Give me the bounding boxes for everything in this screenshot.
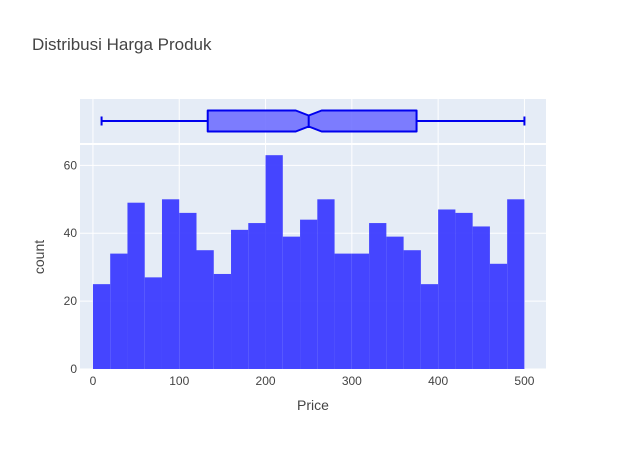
histogram-bar [369,223,387,369]
histogram-bar [144,277,162,369]
y-tick-label: 20 [64,294,78,308]
histogram-bar [300,219,318,369]
histogram-bar [92,284,111,369]
histogram-bar [248,223,266,369]
histogram-bar [231,229,249,369]
y-axis-ticks: 0 20 40 60 [64,158,78,376]
histogram-bar [179,212,197,369]
histogram-bar [455,212,473,369]
x-tick-label: 200 [256,374,276,388]
box-body [206,109,418,133]
histogram-bar [489,263,508,369]
histogram-bar [438,209,456,369]
histogram-bar [403,250,421,369]
x-tick-label: 300 [342,374,362,388]
histogram-bar [196,250,214,369]
y-tick-label: 0 [70,362,77,376]
histogram-bar [265,155,283,369]
x-axis-label: Price [297,397,329,413]
histogram-bar [507,199,525,369]
histogram-bar [386,236,404,369]
x-tick-label: 100 [169,374,189,388]
histogram-bar [351,253,370,369]
chart-title: Distribusi Harga Produk [32,35,212,54]
histogram-bar [161,199,180,369]
histogram-bar [472,226,490,369]
y-axis-label: count [31,240,47,274]
x-axis-ticks: 0 100 200 300 400 500 [90,374,535,388]
histogram-bar [282,236,301,369]
histogram-bar [334,253,352,369]
x-tick-label: 500 [514,374,534,388]
histogram-bar [127,202,145,369]
marginal-box-plot [100,109,526,133]
x-tick-label: 0 [90,374,97,388]
histogram-bars [92,155,525,369]
y-tick-label: 60 [64,158,78,172]
histogram-bar [110,253,128,369]
y-tick-label: 40 [64,226,78,240]
histogram-bar [317,199,335,369]
histogram-bar [420,284,439,369]
x-tick-label: 400 [428,374,448,388]
histogram-bar [213,273,232,369]
